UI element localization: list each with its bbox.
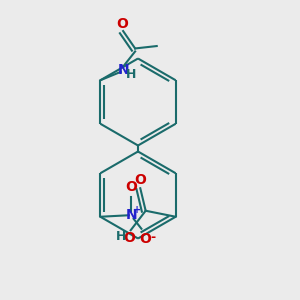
Text: H: H (116, 230, 126, 243)
Text: O: O (125, 180, 137, 194)
Text: O: O (117, 17, 128, 31)
Text: O: O (140, 232, 152, 246)
Text: O: O (123, 231, 135, 245)
Text: H: H (126, 68, 136, 81)
Text: O: O (134, 173, 146, 187)
Text: N: N (125, 208, 137, 222)
Text: -: - (151, 231, 156, 244)
Text: N: N (118, 63, 130, 77)
Text: +: + (133, 205, 141, 215)
